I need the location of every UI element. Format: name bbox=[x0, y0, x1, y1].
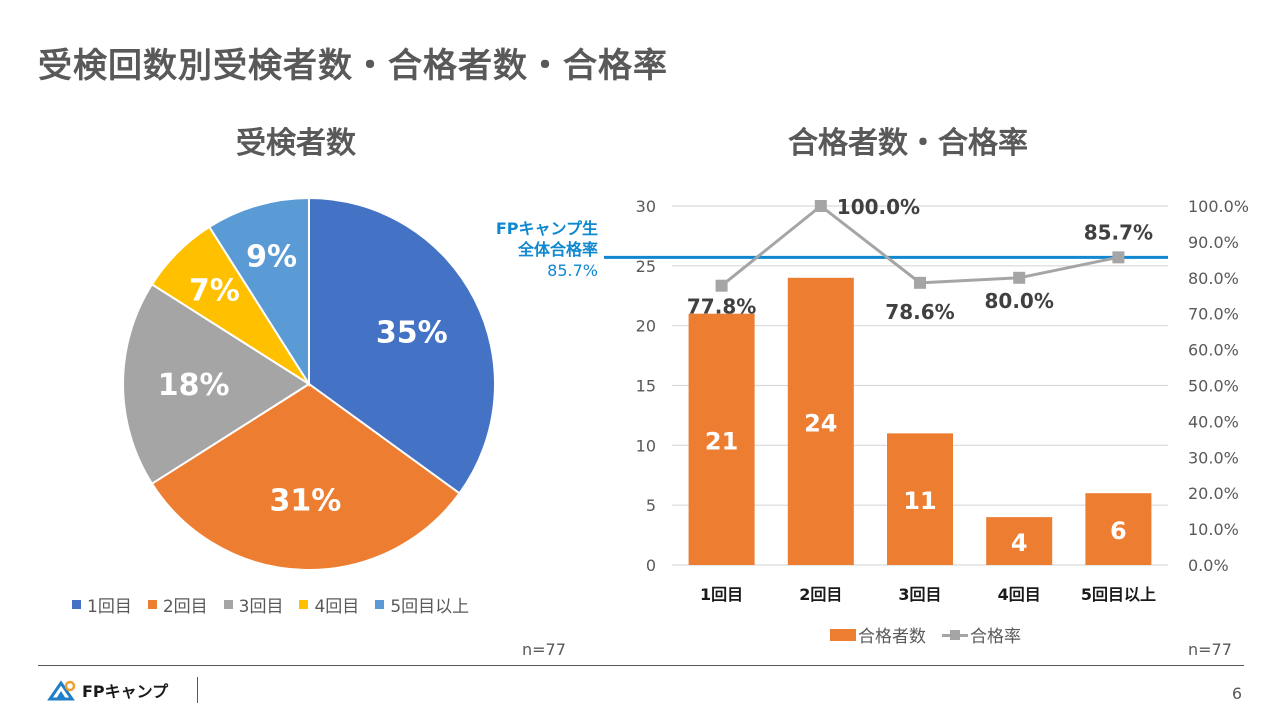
logo-separator bbox=[197, 677, 198, 703]
category-label: 2回目 bbox=[799, 585, 842, 604]
line-marker bbox=[1013, 271, 1026, 284]
legend-item: 2回目 bbox=[147, 592, 208, 617]
bar-data-label: 6 bbox=[1110, 517, 1127, 545]
right-axis-tick: 0.0% bbox=[1188, 556, 1229, 575]
line-data-label: 85.7% bbox=[1084, 220, 1153, 244]
logo-text: FPキャンプ bbox=[82, 682, 169, 701]
bar-pass-count bbox=[787, 277, 854, 565]
pie-slice-3 bbox=[122, 282, 311, 486]
bar-data-label: 21 bbox=[705, 427, 738, 455]
right-axis-tick: 80.0% bbox=[1188, 269, 1239, 288]
right-axis-tick: 40.0% bbox=[1188, 412, 1239, 431]
bar-pass-count bbox=[688, 313, 755, 565]
pie-data-label: 31% bbox=[269, 483, 341, 518]
pie-data-label: 7% bbox=[189, 273, 240, 308]
legend-label: 合格者数 bbox=[858, 627, 926, 647]
category-label: 4回目 bbox=[998, 585, 1041, 604]
category-label: 5回目以上 bbox=[1081, 585, 1156, 604]
combo-legend: 合格者数 合格率 bbox=[830, 622, 1037, 647]
left-axis-tick: 5 bbox=[646, 496, 656, 515]
right-axis-tick: 50.0% bbox=[1188, 377, 1239, 396]
left-axis-tick: 0 bbox=[646, 556, 656, 575]
footer-divider bbox=[38, 665, 1244, 666]
line-data-label: 78.6% bbox=[885, 300, 954, 324]
bar-pass-count bbox=[1085, 493, 1152, 565]
legend-item: 5回目以上 bbox=[375, 592, 469, 617]
bar-data-label: 11 bbox=[903, 487, 936, 515]
line-marker bbox=[814, 200, 827, 212]
legend-swatch-icon bbox=[147, 600, 157, 609]
legend-swatch-icon bbox=[72, 600, 81, 609]
legend-swatch-icon bbox=[223, 600, 233, 609]
bar-data-label: 4 bbox=[1011, 529, 1028, 557]
reference-line-label: FPキャンプ生 全体合格率 85.7% bbox=[496, 218, 598, 281]
left-axis-tick: 20 bbox=[636, 317, 656, 336]
legend-label: 2回目 bbox=[162, 597, 208, 617]
right-axis-tick: 10.0% bbox=[1188, 520, 1239, 539]
pie-data-label: 35% bbox=[376, 316, 448, 351]
reference-label-line-1: FPキャンプ生 bbox=[495, 219, 598, 238]
pie-slice-1 bbox=[308, 196, 496, 495]
legend-item: 4回目 bbox=[299, 592, 359, 617]
legend-bar-swatch-icon bbox=[830, 628, 856, 641]
left-axis-tick: 30 bbox=[636, 197, 656, 216]
legend-item-pass-count: 合格者数 bbox=[830, 622, 926, 647]
right-axis-tick: 100.0% bbox=[1188, 197, 1249, 216]
legend-item: 1回目 bbox=[72, 592, 132, 617]
left-axis-tick: 15 bbox=[636, 377, 656, 396]
combo-chart-title: 合格者数・合格率 bbox=[788, 126, 1028, 161]
line-marker bbox=[715, 279, 728, 292]
brand-logo: FPキャンプ bbox=[47, 678, 169, 702]
slide-title: 受検回数別受検者数・合格者数・合格率 bbox=[38, 46, 668, 86]
legend-line-marker-icon bbox=[942, 629, 968, 641]
mountain-logo-icon bbox=[47, 680, 76, 701]
pie-data-label: 9% bbox=[246, 239, 297, 274]
page-number: 6 bbox=[1231, 684, 1242, 703]
legend-swatch-icon bbox=[375, 600, 385, 609]
left-axis-tick: 10 bbox=[636, 436, 656, 455]
right-axis-tick: 90.0% bbox=[1188, 233, 1239, 252]
bar-data-label: 24 bbox=[804, 409, 837, 437]
line-data-label: 100.0% bbox=[837, 195, 920, 219]
pie-data-label: 18% bbox=[158, 368, 230, 403]
pie-slice-2 bbox=[150, 382, 461, 571]
reference-label-line-3: 85.7% bbox=[547, 261, 598, 280]
line-marker bbox=[1112, 251, 1125, 264]
line-data-label: 80.0% bbox=[985, 289, 1054, 313]
legend-label: 3回目 bbox=[238, 597, 284, 617]
reference-label-line-2: 全体合格率 bbox=[517, 240, 598, 259]
category-label: 1回目 bbox=[700, 585, 743, 604]
pie-sample-size: n=77 bbox=[522, 640, 566, 659]
left-axis-tick: 25 bbox=[636, 257, 656, 276]
legend-label: 合格率 bbox=[970, 627, 1021, 647]
right-axis-tick: 60.0% bbox=[1188, 341, 1239, 360]
legend-label: 4回目 bbox=[314, 597, 360, 617]
right-axis-tick: 70.0% bbox=[1188, 305, 1239, 324]
legend-item-pass-rate: 合格率 bbox=[942, 622, 1021, 647]
pie-chart-title: 受検者数 bbox=[236, 126, 356, 161]
legend-label: 1回目 bbox=[87, 597, 132, 617]
pie-legend: 1回目 2回目 3回目 4回目 5回目以上 bbox=[72, 592, 485, 617]
legend-label: 5回目以上 bbox=[390, 597, 470, 617]
line-data-label: 77.8% bbox=[687, 295, 756, 319]
right-axis-tick: 20.0% bbox=[1188, 484, 1239, 503]
line-marker bbox=[914, 276, 926, 289]
bar-pass-count bbox=[887, 433, 953, 565]
legend-swatch-icon bbox=[299, 600, 309, 609]
category-label: 3回目 bbox=[898, 585, 941, 604]
pie-slice-5 bbox=[207, 196, 310, 388]
combo-sample-size: n=77 bbox=[1188, 640, 1232, 659]
legend-item: 3回目 bbox=[223, 592, 284, 617]
bar-pass-count bbox=[986, 517, 1053, 565]
right-axis-tick: 30.0% bbox=[1188, 448, 1239, 467]
